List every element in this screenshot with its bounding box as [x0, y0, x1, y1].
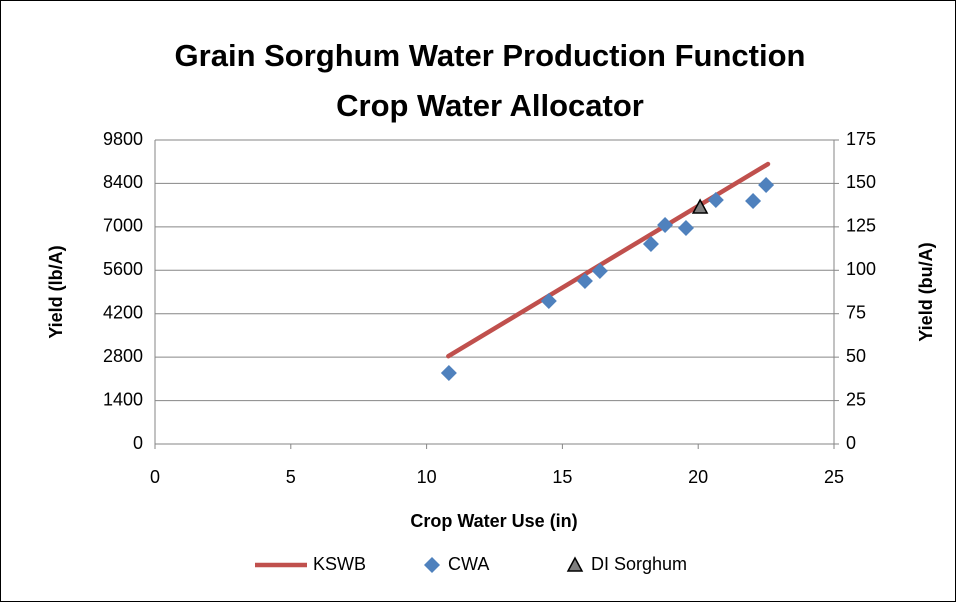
diamond-point — [642, 236, 659, 253]
x-tick-label: 20 — [688, 467, 708, 487]
legend-label: CWA — [448, 554, 489, 574]
diamond-point — [576, 272, 593, 289]
y2-tick-label: 75 — [846, 302, 866, 322]
diamond-point — [424, 557, 440, 573]
x-tick-label: 5 — [286, 467, 296, 487]
y-tick-label: 9800 — [103, 129, 143, 149]
y-tick-label: 8400 — [103, 172, 143, 192]
diamond-point — [707, 191, 724, 208]
y-axis-title: Yield (lb/A) — [46, 245, 66, 338]
x-tick-label: 25 — [824, 467, 844, 487]
y2-tick-label: 100 — [846, 259, 876, 279]
x-tick-label: 0 — [150, 467, 160, 487]
diamond-point — [591, 262, 608, 279]
y2-tick-label: 125 — [846, 216, 876, 236]
x-tick-label: 10 — [417, 467, 437, 487]
y-tick-label: 1400 — [103, 389, 143, 409]
diamond-point — [758, 176, 775, 193]
diamond-point — [657, 216, 674, 233]
legend-label: KSWB — [313, 554, 366, 574]
y2-tick-label: 0 — [846, 433, 856, 453]
diamond-point — [540, 292, 557, 309]
y2-tick-label: 25 — [846, 389, 866, 409]
y2-tick-label: 50 — [846, 346, 866, 366]
diamond-point — [677, 220, 694, 237]
y-tick-label: 2800 — [103, 346, 143, 366]
y-tick-label: 7000 — [103, 216, 143, 236]
y2-axis-title: Yield (bu/A) — [916, 242, 936, 341]
diamond-point — [440, 364, 457, 381]
y-tick-label: 5600 — [103, 259, 143, 279]
diamond-point — [745, 192, 762, 209]
triangle-point — [691, 198, 709, 214]
chart-title: Crop Water Allocator — [336, 88, 644, 123]
y-tick-label: 4200 — [103, 302, 143, 322]
x-axis-title: Crop Water Use (in) — [410, 511, 577, 531]
triangle-point — [566, 556, 584, 572]
y2-tick-label: 175 — [846, 129, 876, 149]
legend-label: DI Sorghum — [591, 554, 687, 574]
y2-tick-label: 150 — [846, 172, 876, 192]
chart-title: Grain Sorghum Water Production Function — [175, 38, 806, 73]
x-tick-label: 15 — [552, 467, 572, 487]
y-tick-label: 0 — [133, 433, 143, 453]
